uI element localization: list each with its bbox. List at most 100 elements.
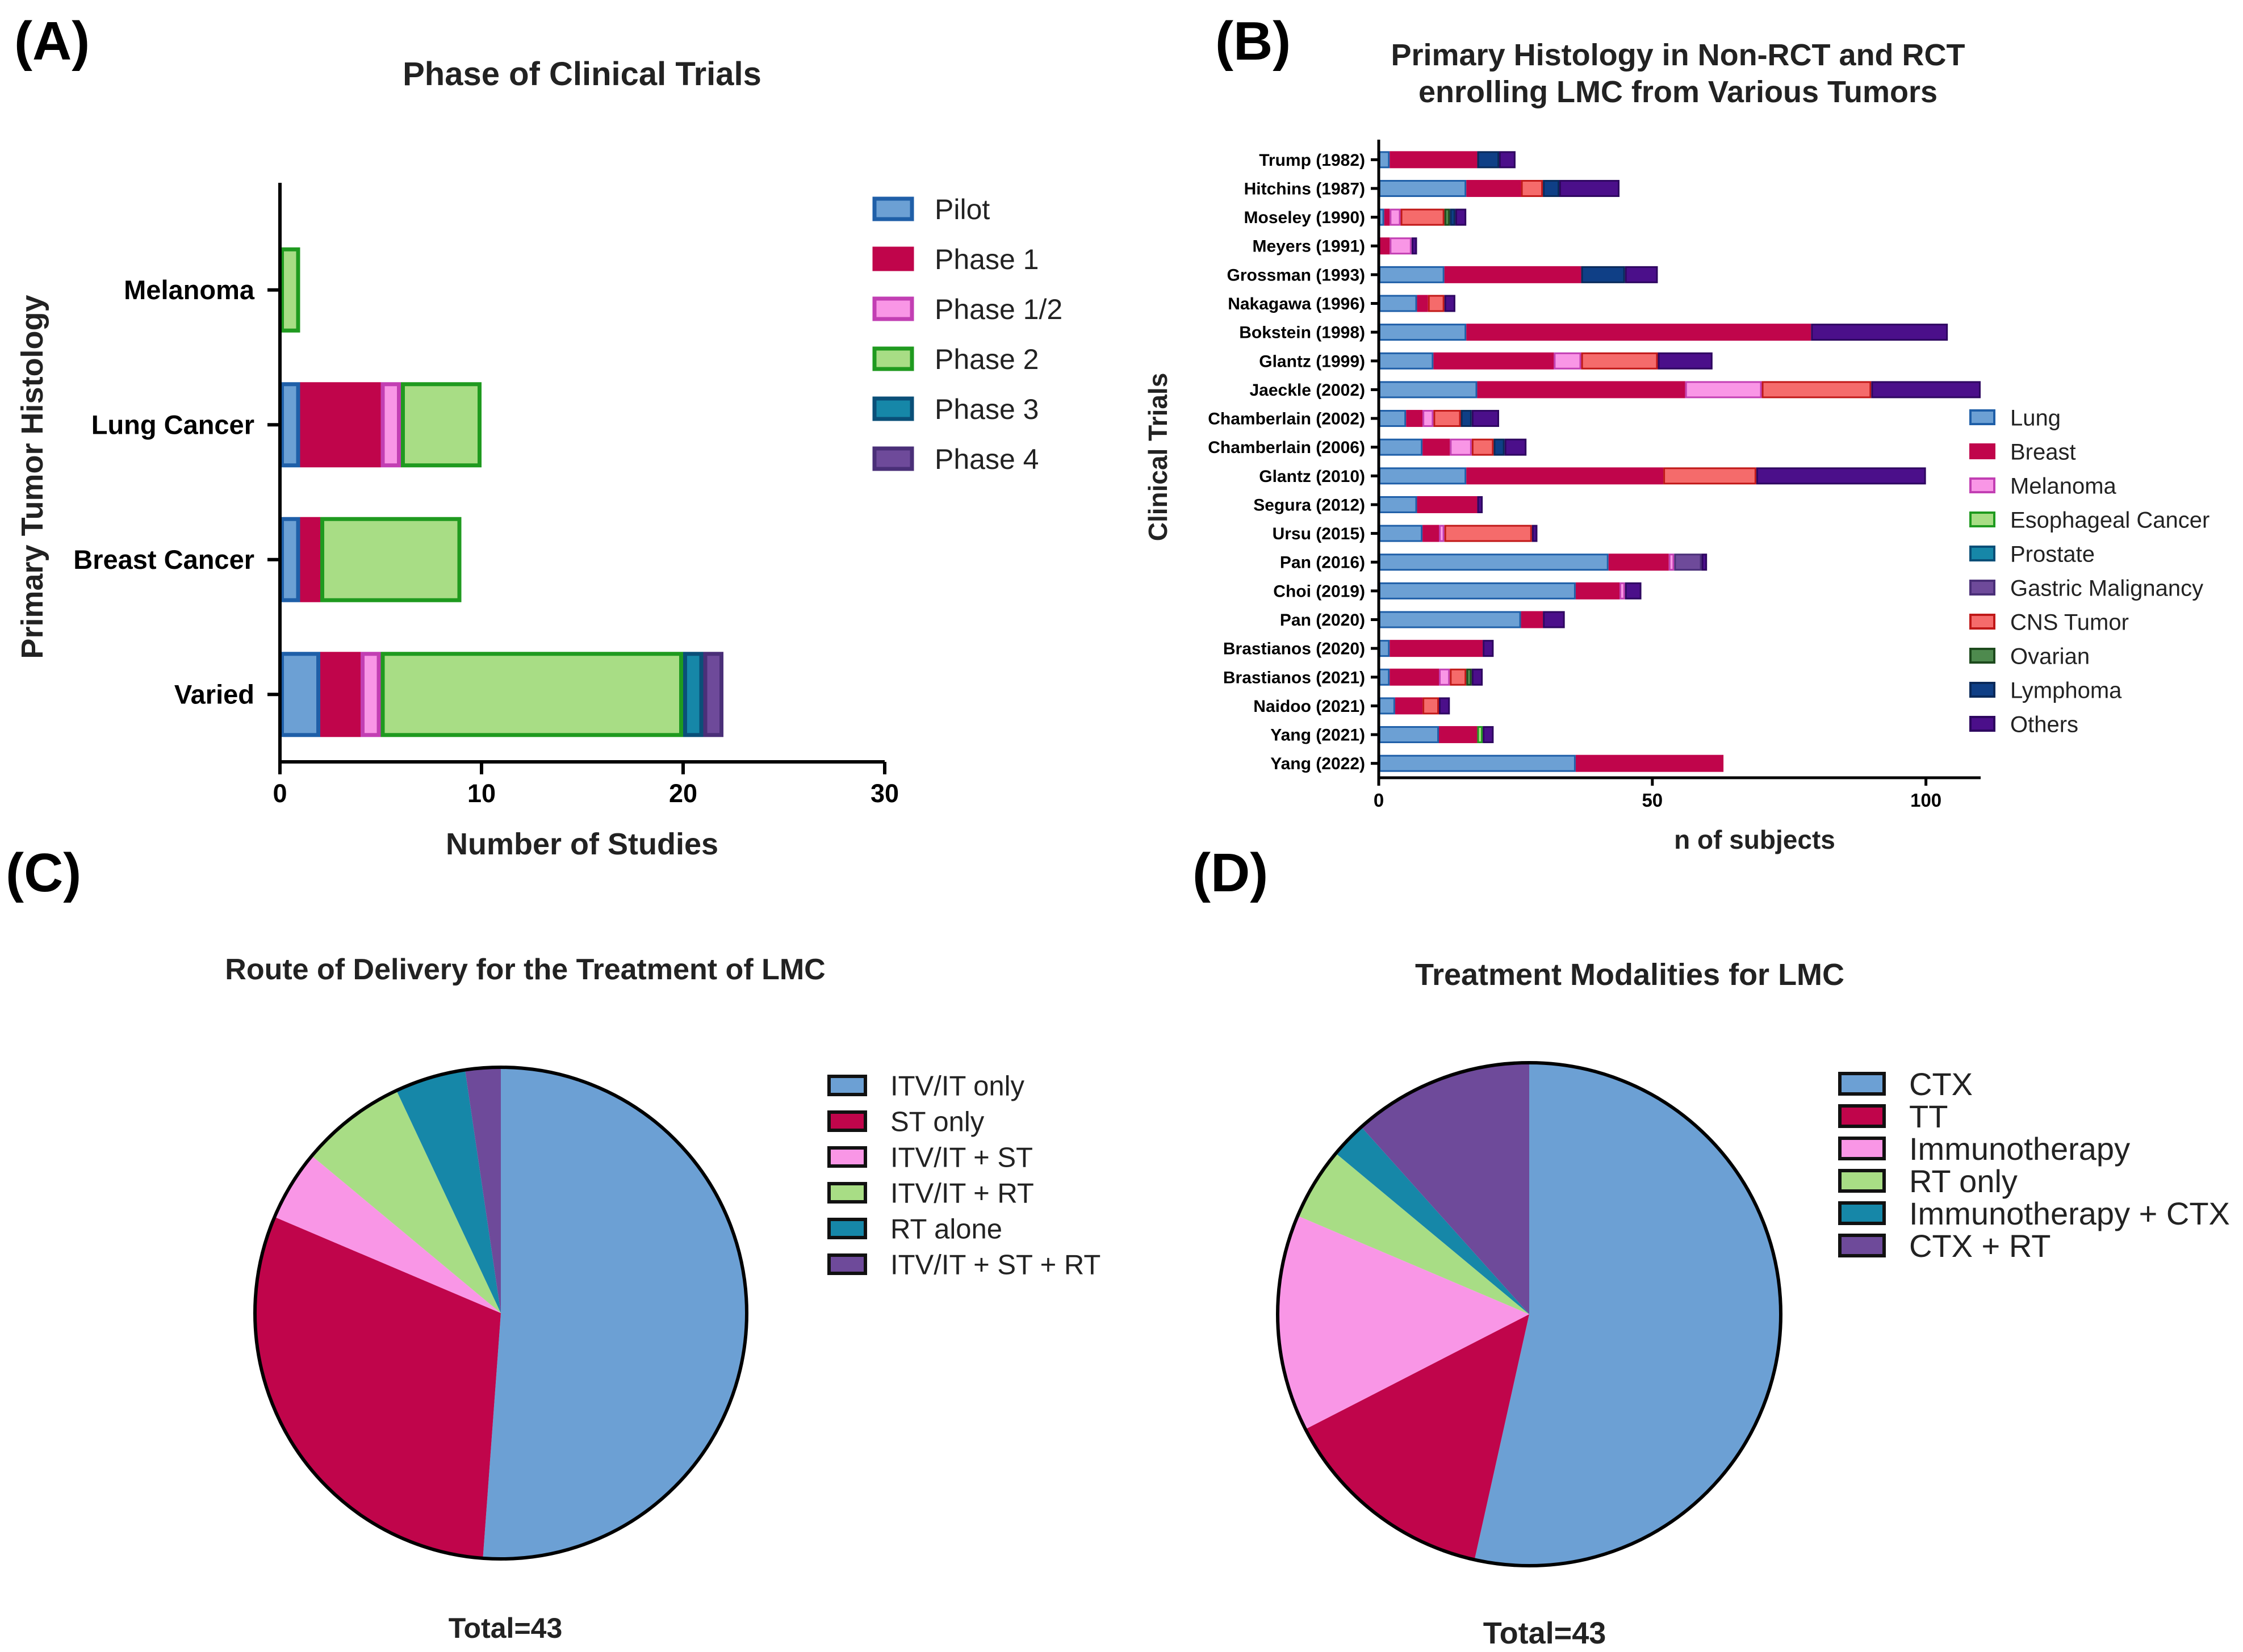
- panel-a-y-axis-title: Primary Tumor Histology: [15, 295, 49, 659]
- bar-grossman-1993-lymphoma: [1581, 266, 1625, 283]
- legend-label-phase-1-2: Phase 1/2: [935, 293, 1062, 325]
- bar-brastianos-2020-others: [1483, 640, 1494, 657]
- bar-grossman-1993-others: [1625, 266, 1658, 283]
- panel-d-pie: [1276, 1061, 1782, 1567]
- y-tick-label-brastianos-2020: Brastianos (2020): [1223, 640, 1365, 659]
- bar-bokstein-1998-others: [1811, 324, 1948, 341]
- bar-nakagawa-1996-lung: [1379, 295, 1417, 312]
- bar-jaeckle-2002-breast: [1477, 381, 1685, 399]
- bar-choi-2019-others: [1625, 582, 1642, 599]
- x-tick-label-30: 30: [871, 779, 899, 808]
- y-tick-label-moseley-1990: Moseley (1990): [1244, 208, 1365, 227]
- legend-label-melanoma: Melanoma: [2010, 473, 2117, 498]
- panel-b-plot-area: Trump (1982) Hitchins (1987) Moseley (1990…: [1208, 140, 1981, 811]
- bar-hitchins-1987-breast: [1466, 179, 1521, 197]
- bar-chamberlain-2002-lung: [1379, 410, 1407, 427]
- panel-b-label: (B): [1215, 11, 1291, 72]
- legend-label-ovarian: Ovarian: [2010, 644, 2090, 669]
- bar-nakagawa-1996-others: [1444, 295, 1455, 312]
- bar-trump-1982-lung: [1379, 151, 1390, 169]
- bar-pan-2016-breast: [1608, 554, 1669, 571]
- legend-label-immunotherapy: Immunotherapy: [1909, 1131, 2130, 1167]
- pie-slice-ctx: [1474, 1063, 1781, 1566]
- bar-varied-phase-4: [703, 652, 723, 737]
- bar-glantz-2010-lung: [1379, 467, 1467, 485]
- bar-trump-1982-others: [1499, 151, 1516, 169]
- bar-lung-cancer-phase-1: [300, 382, 381, 468]
- panel-c-pie: [253, 1066, 748, 1561]
- y-tick-label-glantz-2010: Glantz (2010): [1259, 467, 1365, 486]
- bar-brastianos-2020-lung: [1379, 640, 1390, 657]
- bar-nakagawa-1996-breast: [1417, 295, 1428, 312]
- bar-hitchins-1987-lung: [1379, 179, 1467, 197]
- bar-ursu-2015-lung: [1379, 525, 1423, 542]
- bar-grossman-1993-lung: [1379, 266, 1445, 283]
- bar-ursu-2015-melanoma: [1439, 525, 1445, 542]
- bar-jaeckle-2002-melanoma: [1685, 381, 1762, 399]
- panel-c: (C) Route of Delivery for the Treatment …: [6, 842, 1100, 1644]
- panel-c-total-label: Total=43: [449, 1612, 563, 1644]
- bar-yang-2022-lung: [1379, 754, 1576, 772]
- legend-label-tt: TT: [1909, 1098, 1948, 1134]
- x-tick-label-10: 10: [467, 779, 496, 808]
- bar-nakagawa-1996-cns-tumor: [1428, 295, 1445, 312]
- bar-glantz-1999-others: [1658, 352, 1713, 370]
- bar-chamberlain-2006-others: [1504, 438, 1527, 456]
- pie-slice-rt-alone: [396, 1070, 501, 1313]
- bar-jaeckle-2002-others: [1871, 381, 1981, 399]
- bar-chamberlain-2002-melanoma: [1422, 410, 1434, 427]
- panel-b-y-axis-title: Clinical Trials: [1143, 373, 1173, 542]
- bar-glantz-2010-others: [1756, 467, 1926, 485]
- bar-yang-2021-others: [1483, 726, 1494, 744]
- panel-a-label: (A): [14, 11, 90, 72]
- bar-jaeckle-2002-lung: [1379, 381, 1478, 399]
- legend-swatch-cns-tumor: [1969, 614, 1995, 630]
- bar-chamberlain-2006-cns-tumor: [1471, 438, 1494, 456]
- legend-label-rt-only: RT only: [1909, 1163, 2018, 1199]
- bar-naidoo-2021-others: [1439, 697, 1450, 715]
- legend-label-rt-alone: RT alone: [890, 1214, 1002, 1245]
- bar-meyers-1991-breast: [1379, 237, 1390, 255]
- panel-b: (B) Primary Histology in Non-RCT and RCT…: [1143, 11, 2209, 854]
- bar-glantz-1999-cns-tumor: [1581, 352, 1658, 370]
- legend-swatch-ctx-rt: [1838, 1234, 1886, 1257]
- y-tick-label-nakagawa-1996: Nakagawa (1996): [1228, 295, 1365, 313]
- legend-swatch-phase-4: [872, 446, 914, 471]
- legend-swatch-phase-2: [872, 346, 914, 371]
- panel-c-title: Route of Delivery for the Treatment of L…: [225, 953, 825, 986]
- pie-slice-immunotherapy: [1278, 1215, 1529, 1429]
- y-tick-label-chamberlain-2006: Chamberlain (2006): [1208, 438, 1365, 457]
- pie-slice-st-only: [255, 1217, 501, 1558]
- y-tick-label-chamberlain-2002: Chamberlain (2002): [1208, 410, 1365, 429]
- bar-hitchins-1987-cns-tumor: [1521, 179, 1543, 197]
- y-tick-label-naidoo-2021: Naidoo (2021): [1253, 697, 1365, 716]
- bar-pan-2020-breast: [1521, 611, 1543, 628]
- bar-moseley-1990-ovarian: [1444, 208, 1450, 226]
- bar-trump-1982-breast: [1390, 151, 1478, 169]
- legend-label-st-only: ST only: [890, 1107, 985, 1138]
- bar-choi-2019-breast: [1575, 582, 1620, 599]
- pie-slice-ctx-rt: [1361, 1063, 1529, 1314]
- panel-a-legend: Pilot Phase 1 Phase 1/2 Phase 2 Phase 3 Phase…: [872, 194, 1062, 475]
- bar-yang-2021-breast: [1439, 726, 1478, 744]
- bar-glantz-1999-breast: [1433, 352, 1554, 370]
- legend-label-itv-it-st: ITV/IT + ST: [890, 1143, 1033, 1173]
- bar-brastianos-2021-cns-tumor: [1450, 668, 1467, 686]
- bar-ursu-2015-cns-tumor: [1444, 525, 1532, 542]
- bar-varied-pilot: [280, 652, 320, 737]
- x-tick-label-0: 0: [273, 779, 287, 808]
- bar-segura-2012-others: [1477, 496, 1483, 513]
- bar-varied-phase-1: [320, 652, 361, 737]
- bar-chamberlain-2006-lymphoma: [1493, 438, 1505, 456]
- bar-moseley-1990-cns-tumor: [1400, 208, 1445, 226]
- bar-yang-2021-lung: [1379, 726, 1439, 744]
- legend-label-ctx: CTX: [1909, 1066, 1973, 1102]
- bar-bokstein-1998-breast: [1466, 324, 1811, 341]
- bar-lung-cancer-pilot: [280, 382, 300, 468]
- legend-label-phase-2: Phase 2: [935, 343, 1039, 375]
- pie-outline: [253, 1066, 748, 1561]
- pie-slice-rt-only: [1298, 1153, 1529, 1314]
- bar-choi-2019-lung: [1379, 582, 1576, 599]
- pie-slice-itv-it-rt: [312, 1090, 501, 1313]
